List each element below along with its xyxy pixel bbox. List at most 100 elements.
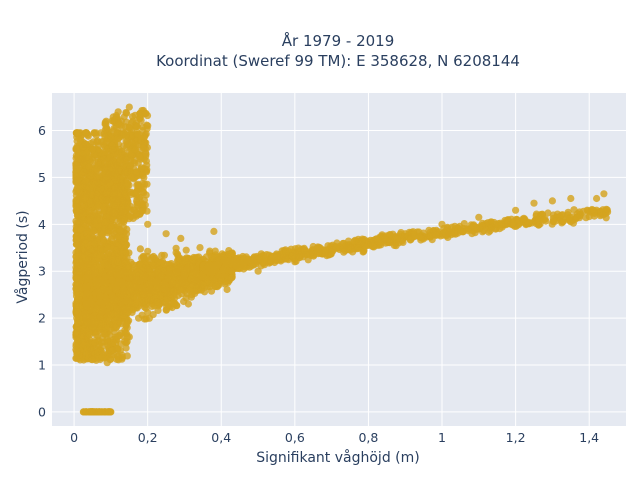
data-point: [90, 227, 98, 235]
data-point: [96, 292, 104, 300]
data-point: [122, 131, 130, 139]
data-point: [144, 295, 152, 303]
data-point: [92, 356, 100, 364]
data-point: [358, 237, 366, 246]
data-point: [103, 359, 111, 367]
data-point: [145, 314, 153, 322]
data-point: [105, 408, 113, 416]
data-point: [548, 197, 557, 205]
data-point: [328, 248, 336, 257]
data-point: [119, 248, 127, 256]
data-point: [309, 242, 317, 251]
data-point: [204, 262, 212, 270]
data-point: [84, 252, 92, 260]
data-point: [103, 335, 111, 343]
data-point: [157, 272, 165, 280]
data-point: [85, 162, 93, 171]
data-point: [98, 231, 106, 239]
data-point: [136, 245, 144, 253]
data-point: [214, 261, 222, 269]
data-point: [93, 203, 101, 211]
data-point: [192, 269, 200, 277]
data-point: [127, 154, 135, 162]
data-point: [144, 247, 152, 255]
data-point: [76, 167, 84, 175]
data-point: [93, 137, 102, 145]
data-point: [91, 267, 99, 275]
data-point: [118, 122, 126, 130]
data-point: [93, 305, 101, 313]
data-point: [254, 267, 262, 275]
data-point: [227, 249, 235, 257]
data-point: [300, 246, 308, 254]
data-point: [72, 301, 80, 309]
data-point: [132, 273, 140, 281]
data-point: [122, 230, 131, 238]
data-point: [118, 159, 126, 167]
data-point: [87, 172, 95, 180]
data-point: [564, 208, 572, 216]
data-point: [593, 194, 601, 203]
data-point: [74, 249, 82, 257]
data-point: [374, 237, 382, 245]
data-point: [162, 230, 170, 238]
data-point: [267, 258, 275, 266]
data-point: [78, 213, 86, 221]
data-point: [106, 179, 114, 187]
x-tick-label: 0: [70, 430, 78, 445]
data-point: [217, 277, 225, 285]
data-point: [86, 331, 94, 339]
data-point: [91, 257, 99, 265]
data-point: [558, 219, 566, 227]
data-point: [333, 239, 341, 247]
x-tick-label: 1,2: [506, 430, 526, 445]
data-point: [567, 194, 575, 203]
data-point: [201, 288, 209, 296]
data-point: [86, 207, 94, 215]
data-point: [107, 312, 115, 320]
data-point: [88, 191, 96, 199]
data-point: [223, 285, 231, 294]
data-point: [350, 237, 358, 245]
data-point: [156, 292, 164, 300]
data-point: [139, 188, 147, 196]
data-point: [347, 244, 355, 252]
data-point: [98, 353, 106, 361]
data-point: [487, 224, 495, 232]
data-point: [75, 276, 83, 284]
data-point: [73, 235, 81, 243]
data-point: [72, 240, 80, 248]
data-point: [219, 266, 227, 274]
data-point: [101, 148, 109, 156]
data-point: [153, 298, 161, 306]
data-point: [106, 153, 114, 161]
data-point: [122, 109, 130, 117]
data-point: [79, 196, 87, 204]
data-point: [125, 103, 133, 111]
data-point: [569, 219, 578, 227]
data-point: [95, 223, 103, 231]
data-point: [97, 263, 105, 271]
data-point: [88, 408, 97, 416]
data-point: [103, 240, 111, 248]
data-point: [86, 344, 94, 352]
data-point: [126, 305, 135, 313]
data-point: [177, 234, 185, 242]
data-point: [75, 261, 83, 269]
data-point: [81, 177, 89, 185]
data-point: [92, 131, 100, 139]
x-tick-label: 1,4: [579, 430, 599, 445]
data-point: [75, 219, 83, 227]
data-point: [180, 297, 188, 306]
data-point: [162, 286, 170, 294]
data-point: [74, 129, 82, 137]
data-point: [108, 235, 116, 243]
data-point: [144, 122, 152, 130]
data-point: [81, 154, 89, 163]
data-point: [124, 262, 132, 270]
scatter-points: [72, 103, 612, 416]
data-point: [92, 178, 100, 186]
data-point: [475, 213, 483, 221]
data-point: [96, 408, 104, 416]
